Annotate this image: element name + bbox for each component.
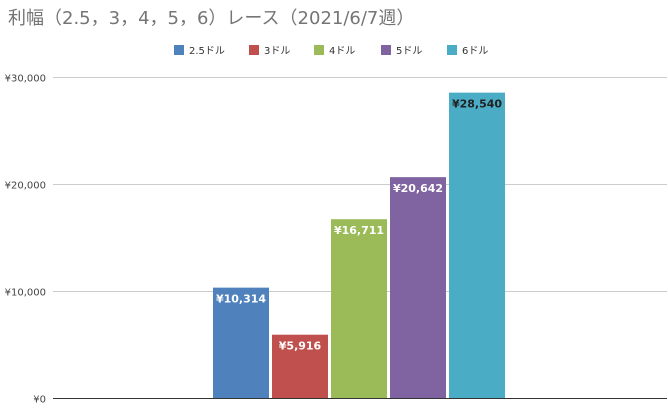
legend-swatch bbox=[174, 45, 184, 55]
y-tick-label: ¥10,000 bbox=[5, 288, 46, 299]
bar bbox=[449, 92, 505, 398]
y-tick-label: ¥0 bbox=[33, 395, 46, 406]
data-label: ¥16,711 bbox=[334, 224, 384, 237]
data-label: ¥20,642 bbox=[393, 182, 443, 195]
legend-swatch bbox=[314, 45, 324, 55]
legend-label: 3ドル bbox=[264, 46, 290, 57]
legend-swatch bbox=[447, 45, 457, 55]
legend-label: 6ドル bbox=[462, 46, 488, 57]
data-label: ¥28,540 bbox=[452, 98, 502, 111]
legend-label: 4ドル bbox=[329, 46, 355, 57]
legend-swatch bbox=[249, 45, 259, 55]
bar bbox=[331, 219, 387, 398]
chart-title: 利幅（2.5，3，4，5，6）レース（2021/6/7週） bbox=[8, 8, 415, 29]
bar bbox=[272, 334, 328, 398]
y-tick-label: ¥30,000 bbox=[5, 74, 46, 85]
y-tick-label: ¥20,000 bbox=[5, 181, 46, 192]
bar bbox=[213, 287, 269, 398]
legend-label: 5ドル bbox=[396, 46, 422, 57]
legend-swatch bbox=[381, 45, 391, 55]
bar bbox=[390, 177, 446, 398]
legend-label: 2.5ドル bbox=[189, 46, 225, 57]
data-label: ¥5,916 bbox=[279, 340, 322, 353]
data-label: ¥10,314 bbox=[216, 293, 266, 306]
